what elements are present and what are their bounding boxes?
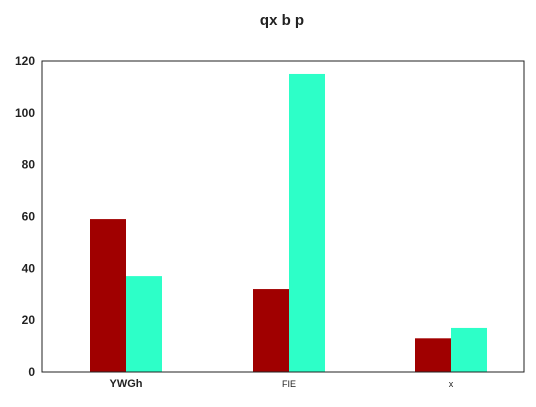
bar-series-2-fie [289,73,325,372]
x-tick-label: x [449,379,454,389]
bar-series-1-x [415,338,451,372]
x-tick-label: FIE [282,379,296,389]
y-tick-label: 120 [15,54,35,68]
bars-layer [90,73,487,372]
bar-series-2-ywgh [126,276,162,372]
chart-title: qx b p [260,12,304,29]
y-tick-label: 20 [22,313,36,327]
y-tick-label: 100 [15,106,35,120]
y-tick-label: 80 [22,158,36,172]
plot-frame [41,60,525,373]
x-tick-label: YWGh [110,378,143,390]
bar-series-1-fie [253,289,289,372]
y-tick-label: 40 [22,261,36,275]
bar-series-1-ywgh [90,219,126,372]
y-tick-label: 0 [28,365,35,379]
y-tick-label: 60 [22,210,36,224]
bar-series-2-x [451,327,487,372]
axis-layer: 0 20 40 60 80 100 120 YWGh FIE x [15,54,454,390]
